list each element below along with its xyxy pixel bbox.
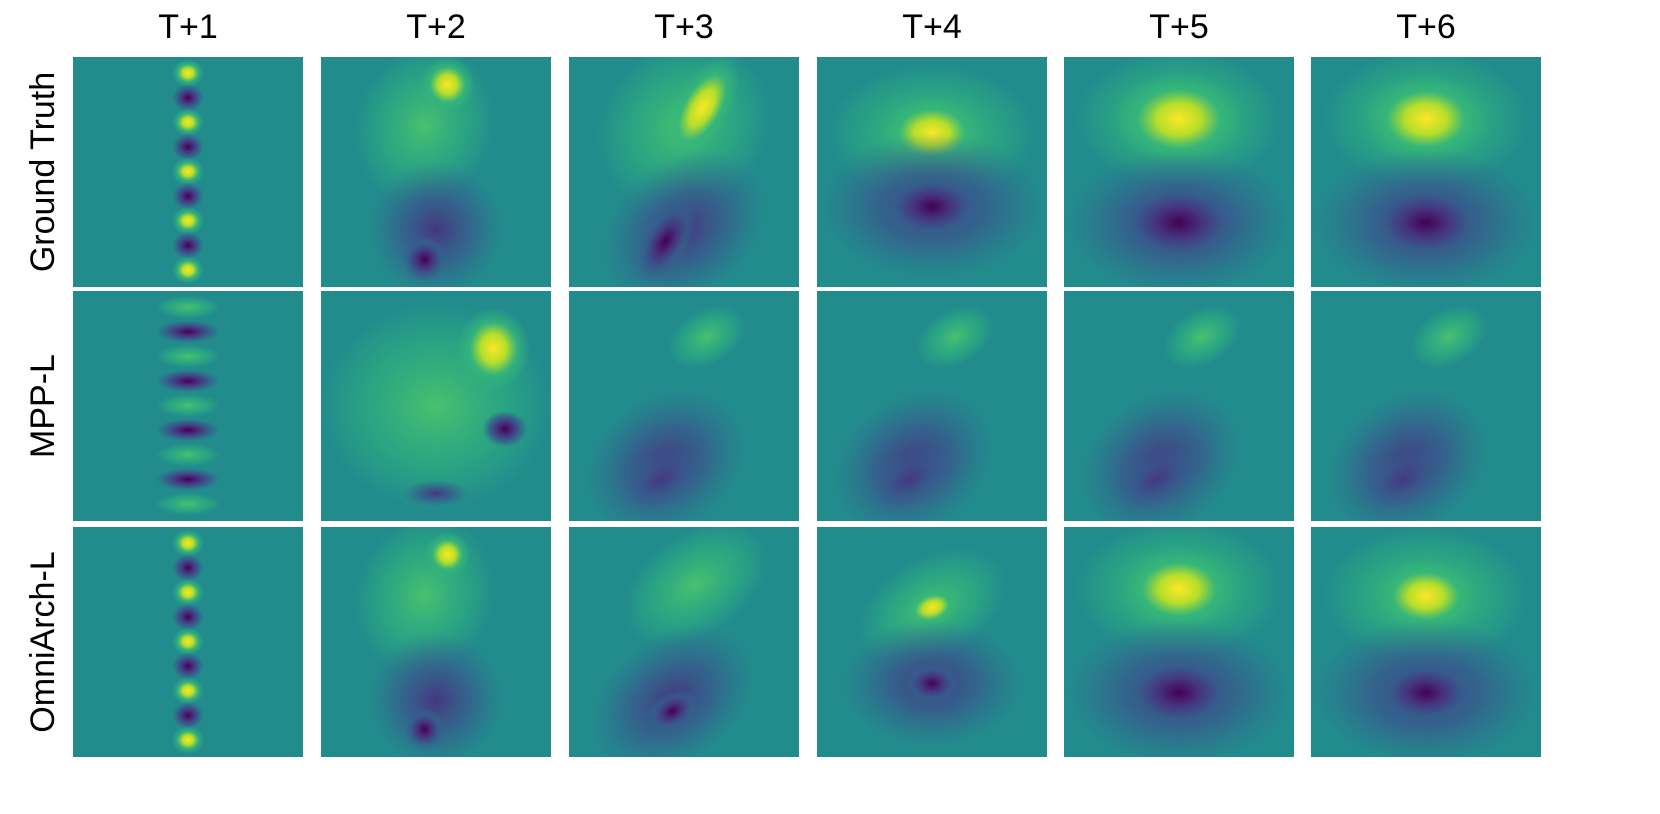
field-blob (665, 57, 740, 160)
field-blob (1163, 305, 1241, 369)
heatmap-panel (321, 57, 551, 287)
field-blob (1121, 655, 1237, 730)
field-blob (171, 726, 205, 754)
row-label: Ground Truth (24, 72, 62, 272)
field-blob (171, 231, 205, 260)
field-blob (403, 708, 446, 751)
row-label: MPP-L (24, 354, 62, 458)
field-blob (646, 689, 699, 733)
field-blob (155, 418, 221, 442)
field-blob (171, 701, 205, 730)
column-label: T+1 (158, 8, 218, 46)
field-blob (171, 133, 205, 161)
heatmap-panel (73, 57, 303, 287)
heatmap-panel (321, 291, 551, 521)
field-blob (155, 320, 221, 344)
field-blob (171, 59, 205, 87)
field-blob (171, 676, 205, 705)
heatmap-panel (1311, 527, 1541, 757)
heatmap-panel (817, 291, 1047, 521)
field-blob (171, 578, 205, 607)
field-blob (1113, 446, 1199, 513)
column-label: T+6 (1396, 8, 1456, 46)
field-blob (155, 295, 221, 319)
field-blob (1410, 305, 1488, 369)
field-blob (880, 173, 984, 240)
field-blob (155, 344, 221, 368)
field-blob (905, 587, 959, 628)
field-blob (623, 527, 768, 647)
field-blob (1114, 181, 1244, 264)
heatmap-panel (321, 527, 551, 757)
field-blob (1374, 659, 1478, 726)
field-blob (171, 256, 205, 284)
field-blob (155, 467, 221, 491)
field-blob (155, 492, 221, 516)
field-blob (904, 662, 960, 705)
field-blob (155, 369, 221, 393)
field-blob (482, 410, 528, 448)
heatmap-panel (569, 527, 799, 757)
field-blob (171, 157, 205, 186)
column-label: T+3 (654, 8, 714, 46)
heatmap-panel (73, 291, 303, 521)
heatmap-panel (1311, 57, 1541, 287)
field-blob (171, 553, 205, 582)
heatmap-panel (569, 57, 799, 287)
heatmap-panel (1064, 291, 1294, 521)
field-blob (635, 199, 697, 283)
field-blob (916, 305, 994, 369)
field-blob (1364, 183, 1488, 262)
field-blob (419, 57, 476, 113)
field-blob (1360, 446, 1446, 513)
field-blob (171, 182, 205, 210)
heatmap-panel (1311, 291, 1541, 521)
field-blob (171, 206, 205, 235)
column-label: T+2 (406, 8, 466, 46)
field-blob (668, 305, 746, 369)
field-blob (401, 479, 471, 508)
heatmap-panel (1064, 57, 1294, 287)
field-blob (367, 630, 505, 757)
field-blob (171, 652, 205, 680)
field-blob (171, 603, 205, 631)
field-blob (1374, 559, 1478, 633)
field-blob (171, 529, 205, 557)
field-blob (171, 108, 205, 137)
heatmap-panel (817, 527, 1047, 757)
heatmap-panel (569, 291, 799, 521)
heatmap-panel (817, 57, 1047, 287)
column-label: T+4 (902, 8, 962, 46)
field-blob (456, 307, 531, 390)
field-blob (367, 160, 505, 287)
field-blob (401, 236, 448, 283)
heatmap-panel (73, 527, 303, 757)
field-blob (155, 394, 221, 418)
field-blob (155, 443, 221, 467)
field-blob (1114, 73, 1244, 166)
field-blob (1121, 547, 1237, 631)
field-blob (424, 531, 471, 578)
field-blob (866, 446, 952, 513)
field-blob (1364, 75, 1488, 163)
field-blob (171, 83, 205, 112)
column-label: T+5 (1149, 8, 1209, 46)
field-blob (171, 627, 205, 656)
row-label: OmniArch-L (24, 551, 62, 732)
heatmap-panel (1064, 527, 1294, 757)
field-blob (618, 446, 704, 513)
